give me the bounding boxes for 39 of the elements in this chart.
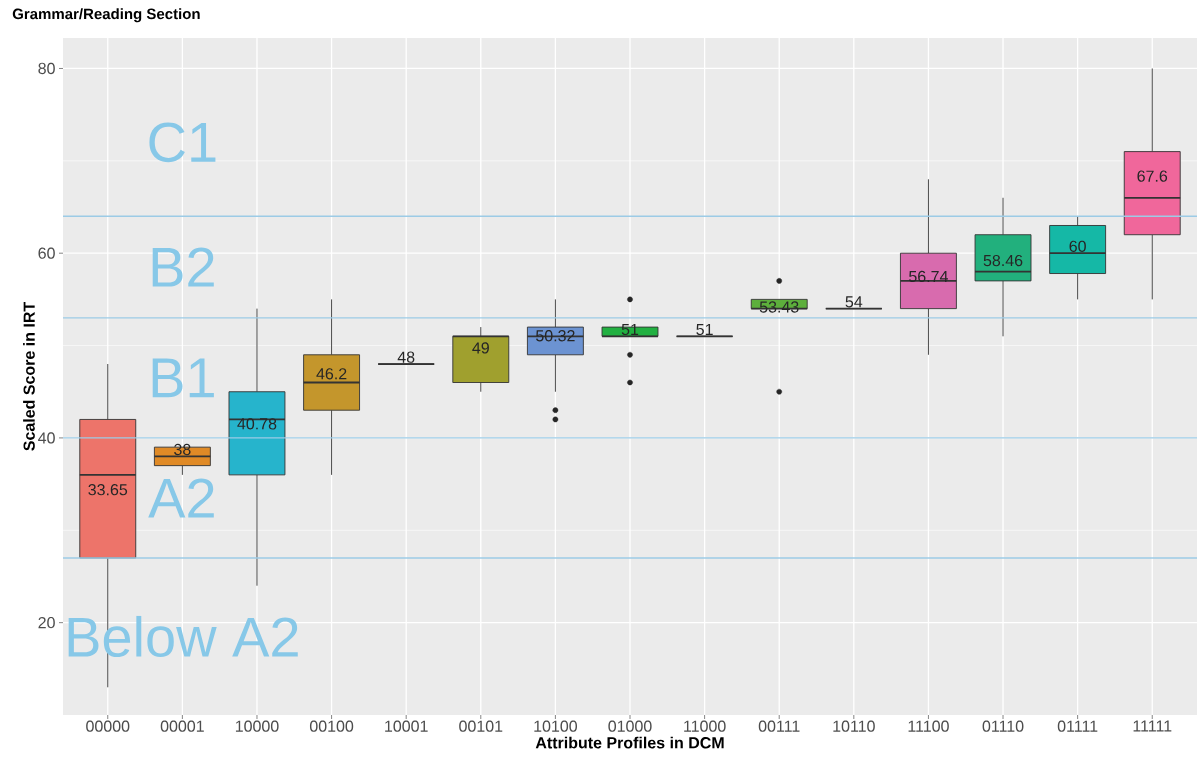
annotation: B1 — [152, 358, 214, 398]
y-tick-label: 20 — [38, 616, 55, 629]
x-tick-label: 01110 — [982, 720, 1024, 732]
x-tick-label: 10100 — [534, 720, 578, 732]
text: 40.78 — [237, 418, 277, 430]
x-tick-label: 00101 — [459, 720, 503, 732]
y-tick-label: 60 — [38, 247, 55, 259]
x-axis-title: Attribute Profiles in DCM — [535, 736, 724, 749]
chart-title: Grammar/Reading Section — [12, 8, 200, 23]
text: 54 — [845, 296, 863, 308]
text: 38 — [174, 443, 191, 456]
x-tick-label: 00000 — [86, 720, 130, 732]
y-tick-label: 80 — [38, 62, 55, 75]
annotation: B2 — [152, 247, 214, 287]
annotation: C1 — [149, 122, 216, 163]
annotation: A2 — [148, 478, 214, 518]
text: 56.74 — [909, 270, 948, 283]
text: 48 — [397, 351, 415, 363]
text: 46.2 — [316, 368, 347, 380]
text: 51 — [621, 323, 639, 336]
x-tick-label: 00111 — [758, 720, 800, 732]
text: 49 — [472, 342, 489, 354]
x-tick-label: 11100 — [908, 720, 949, 732]
text: 51 — [696, 323, 713, 336]
text: 58.46 — [983, 254, 1023, 267]
x-tick-label: 11000 — [684, 720, 726, 732]
x-tick-label: 11111 — [1133, 720, 1172, 732]
x-tick-label: 01000 — [608, 720, 652, 732]
x-tick-label: 00100 — [309, 720, 354, 732]
x-tick-label: 10001 — [385, 720, 428, 732]
y-axis-title: Scaled Score in IRT — [23, 301, 35, 451]
x-tick-label: 00001 — [160, 720, 204, 732]
x-tick-label: 01111 — [1057, 720, 1098, 732]
text: 60 — [1069, 240, 1086, 252]
y-tick-label: 40 — [38, 432, 55, 444]
text: 67.6 — [1137, 170, 1168, 182]
x-tick-label: 10110 — [833, 720, 875, 732]
x-tick-label: 10000 — [235, 720, 279, 732]
text: 33.65 — [88, 484, 128, 496]
